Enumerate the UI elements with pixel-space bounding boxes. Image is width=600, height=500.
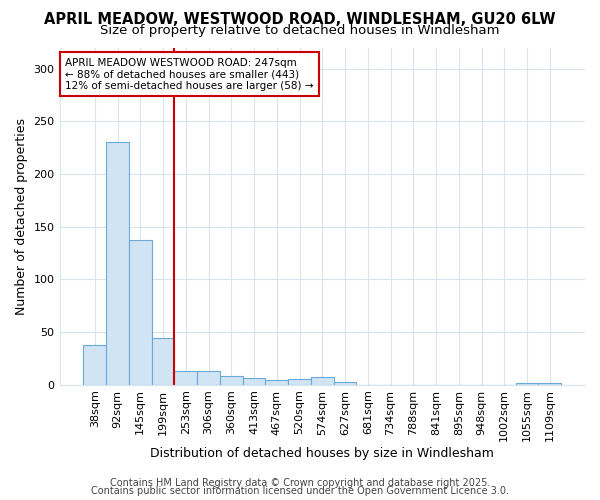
Bar [334,382,356,384]
Bar [515,382,538,384]
Text: Contains public sector information licensed under the Open Government Licence 3.: Contains public sector information licen… [91,486,509,496]
Bar [220,376,242,384]
Bar [288,380,311,384]
Text: APRIL MEADOW, WESTWOOD ROAD, WINDLESHAM, GU20 6LW: APRIL MEADOW, WESTWOOD ROAD, WINDLESHAM,… [44,12,556,28]
Bar [175,371,197,384]
Bar [197,371,220,384]
Bar [538,382,561,384]
Bar [152,338,175,384]
Bar [129,240,152,384]
Bar [106,142,129,384]
Bar [242,378,265,384]
Text: Contains HM Land Registry data © Crown copyright and database right 2025.: Contains HM Land Registry data © Crown c… [110,478,490,488]
Bar [265,380,288,384]
Bar [83,344,106,385]
X-axis label: Distribution of detached houses by size in Windlesham: Distribution of detached houses by size … [151,447,494,460]
Bar [311,378,334,384]
Y-axis label: Number of detached properties: Number of detached properties [15,118,28,314]
Text: Size of property relative to detached houses in Windlesham: Size of property relative to detached ho… [100,24,500,37]
Text: APRIL MEADOW WESTWOOD ROAD: 247sqm
← 88% of detached houses are smaller (443)
12: APRIL MEADOW WESTWOOD ROAD: 247sqm ← 88%… [65,58,313,91]
